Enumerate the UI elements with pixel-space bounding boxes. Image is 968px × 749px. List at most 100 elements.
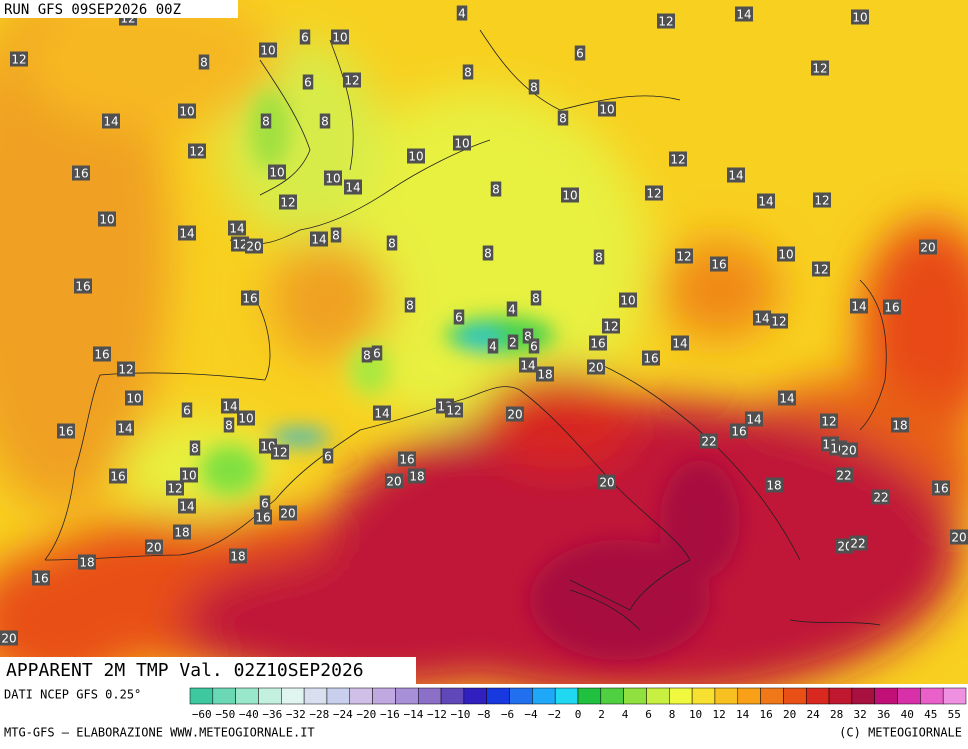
temperature-label: 14: [345, 181, 360, 195]
temperature-label: 10: [126, 392, 141, 406]
temperature-label: 12: [11, 53, 26, 67]
colorbar-cell: [920, 687, 944, 705]
temperature-label: 16: [110, 470, 125, 484]
temperature-label: 12: [771, 315, 786, 329]
temperature-label: 14: [179, 500, 194, 514]
label-box: [322, 448, 334, 464]
colorbar-cell: [326, 687, 351, 705]
colorbar-cell: [417, 687, 442, 705]
run-label: RUN GFS 09SEP2026 00Z: [4, 2, 181, 18]
temperature-label: 16: [643, 352, 658, 366]
colorbar-cell: [577, 687, 602, 705]
temperature-label: 10: [620, 294, 635, 308]
temperature-label: 10: [181, 469, 196, 483]
temperature-label: 8: [595, 251, 603, 265]
label-box: [10, 51, 28, 67]
label-box: [557, 110, 569, 126]
temperature-label: 6: [576, 47, 584, 61]
label-box: [254, 509, 272, 525]
label-box: [561, 187, 579, 203]
temperature-label: 14: [851, 300, 866, 314]
colorbar-label: −36: [262, 708, 282, 721]
temperature-label: 4: [489, 340, 497, 354]
label-box: [279, 194, 297, 210]
temperature-label: 20: [246, 240, 261, 254]
label-box: [589, 335, 607, 351]
temperature-label: 12: [676, 250, 691, 264]
temperature-label: 18: [79, 556, 94, 570]
label-box: [98, 211, 116, 227]
colorbar-cell: [783, 687, 807, 705]
label-box: [462, 64, 474, 80]
coastlines: [44, 29, 887, 631]
temperature-label: 6: [455, 311, 463, 325]
temperature-label: 10: [408, 150, 423, 164]
temperature-label: 14: [754, 312, 769, 326]
colorbar-label: 0: [575, 708, 582, 721]
label-box: [404, 297, 416, 313]
temperature-label: 14: [758, 195, 773, 209]
colorbar-label: −8: [477, 708, 490, 721]
temperature-label: 10: [325, 172, 340, 186]
temperature-label: 10: [562, 189, 577, 203]
colorbar-cell: [281, 687, 305, 705]
temperature-label: 18: [892, 419, 907, 433]
label-box: [330, 227, 342, 243]
colorbar-label: 55: [948, 708, 961, 721]
temperature-label: 8: [200, 56, 208, 70]
temperature-label: 12: [603, 320, 618, 334]
label-box: [765, 477, 783, 493]
colorbar-label: 6: [645, 708, 652, 721]
temperature-label: 10: [332, 31, 347, 45]
temperature-label: 18: [174, 526, 189, 540]
label-box: [180, 467, 198, 483]
label-box: [145, 539, 163, 555]
colorbar-cell: [486, 687, 510, 705]
temperature-label: 14: [229, 222, 244, 236]
colorbar-label: 8: [669, 708, 676, 721]
temperature-label: 20: [1, 632, 16, 646]
label-box: [710, 256, 728, 272]
temperature-label: 12: [821, 415, 836, 429]
temperature-label: 22: [850, 537, 865, 551]
label-box: [506, 406, 524, 422]
colorbar-label: −24: [333, 708, 353, 721]
temperature-label: 16: [933, 482, 948, 496]
temperature-label: 14: [117, 422, 132, 436]
label-box: [237, 410, 255, 426]
temperature-label: 14: [746, 413, 761, 427]
label-box: [482, 245, 494, 261]
label-box: [178, 225, 196, 241]
temperature-label: 20: [588, 361, 603, 375]
temperature-field: [0, 0, 968, 700]
label-box: [178, 498, 196, 514]
colorbar-label: −14: [403, 708, 423, 721]
colorbar-cell: [212, 687, 236, 705]
credit-label: MTG-GFS — ELABORAZIONE WWW.METEOGIORNALE…: [4, 726, 315, 740]
colorbar-label: 40: [901, 708, 914, 721]
label-box: [361, 347, 373, 363]
label-box: [221, 398, 239, 414]
label-box: [228, 220, 246, 236]
temperature-label: 20: [841, 444, 856, 458]
label-box: [385, 473, 403, 489]
colorbar-label: 24: [807, 708, 821, 721]
label-box: [319, 113, 331, 129]
label-box: [117, 361, 135, 377]
colorbar-cell: [828, 687, 853, 705]
colorbar-label: −10: [450, 708, 470, 721]
label-box: [93, 346, 111, 362]
temperature-label: 14: [222, 400, 237, 414]
colorbar-label: 45: [924, 708, 937, 721]
colorbar-label: 14: [736, 708, 750, 721]
label-box: [753, 310, 771, 326]
temperature-label: 14: [103, 115, 118, 129]
temperature-label: 14: [374, 407, 389, 421]
colorbar-label: 12: [712, 708, 725, 721]
label-box: [835, 467, 853, 483]
label-box: [453, 135, 471, 151]
label-box: [530, 290, 542, 306]
colorbar-label: −50: [215, 708, 235, 721]
temperature-label: 8: [406, 299, 414, 313]
label-box: [445, 402, 463, 418]
